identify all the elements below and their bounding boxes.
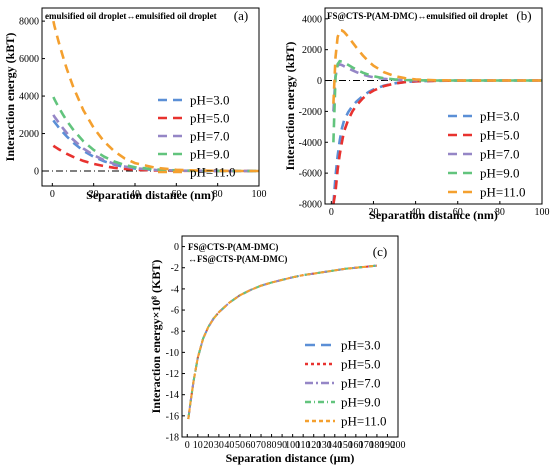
panel-c-xtick-label: 160 [348,440,363,451]
panel-c-ytick-label: -12 [166,369,179,380]
panel-c-xtick-label: 180 [369,440,384,451]
panel-a-xtick-label: 60 [171,189,181,200]
panel-b-ytick-label: 2000 [302,45,322,56]
panel-b-legend-label-2: pH=7.0 [480,147,519,162]
panel-a-x-axis-label: Separation distance (nm) [86,188,215,202]
panel-c-y-axis-label: Interaction energy×10⁸ (KBT) [149,260,163,414]
panel-a-ytick-label: 8000 [19,17,39,28]
panel-c-ytick-label: 0 [174,242,179,253]
panel-a-legend-label-4: pH=11.0 [190,165,236,180]
panel-b-xtick-label: 40 [411,207,421,218]
panel-c-xtick-label: 140 [327,440,342,451]
panel-b-x-axis-label: Separation distance (nm) [369,208,498,222]
panel-b-ytick-label: -4000 [299,138,322,149]
panel-c-xtick-label: 70 [256,440,266,451]
panel-b-title: FS@CTS-P(AM-DMC)↔emulsified oil droplet [327,11,508,21]
panel-c-xtick-label: 50 [235,440,245,451]
panel-a-xtick-label: 100 [252,189,267,200]
panel-a-series-line-1 [52,144,259,173]
panel-a-legend-label-3: pH=9.0 [190,147,229,162]
panel-c-ytick-label: -2 [171,263,179,274]
panel-c-title-line: FS@CTS-P(AM-DMC) [188,242,278,252]
panel-b-plot-frame [324,7,543,205]
panel-c-ytick-label: -10 [166,348,179,359]
panel-a-ytick-label: 2000 [19,129,39,140]
panel-c-xtick-label: 40 [224,440,234,451]
panel-b-xtick-label: 60 [453,207,463,218]
panel-a-legend-label-0: pH=3.0 [190,93,229,108]
panel-a-title: emulsified oil droplet↔emulsified oil dr… [45,11,217,21]
panel-c-xtick-label: 100 [285,440,300,451]
panel-b-legend-label-4: pH=11.0 [480,185,526,200]
panel-c-panel-label: (c) [373,244,387,259]
panel-c-xtick-label: 110 [296,440,311,451]
panel-a-series-line-3 [52,96,259,173]
panel-c-ytick-label: -6 [171,306,179,317]
panel-a-xtick-label: 0 [50,189,55,200]
panel-a-legend-label-2: pH=7.0 [190,129,229,144]
panel-a-series-line-4 [52,20,259,173]
panel-b-legend-label-1: pH=5.0 [480,128,519,143]
panel-b-ytick-label: -6000 [299,169,322,180]
panel-c-xtick-label: 60 [245,440,255,451]
panel-b-legend-label-0: pH=3.0 [480,109,519,124]
panel-c-legend-label-3: pH=9.0 [341,395,380,410]
panel-a-ytick-label: 0 [34,167,39,178]
panel-a-panel-label: (a) [234,8,248,23]
panel-c-xtick-label: 90 [277,440,287,451]
panel-b-xtick-label: 20 [368,207,378,218]
panel-c-xtick-label: 20 [203,440,213,451]
panel-b-xtick-label: 0 [329,207,334,218]
panel-b-xtick-label: 100 [535,207,550,218]
panel-b-series-line-2 [332,62,542,112]
panel-c-xtick-label: 150 [338,440,353,451]
panel-a-xtick-label: 40 [130,189,140,200]
panel-a-plot-frame [41,7,260,187]
panel-c-x-axis-label: Separation distance (μm) [226,451,355,465]
panel-c-legend-label-4: pH=11.0 [341,414,387,429]
panel-a-xtick-label: 80 [213,189,223,200]
panel-c-ytick-label: -16 [166,411,179,422]
panel-a-ytick-label: 4000 [19,92,39,103]
panel-a-ytick-label: 6000 [19,54,39,65]
panel-c-xtick-label: 80 [267,440,277,451]
panel-b-panel-label: (b) [516,8,531,23]
panel-c-xtick-label: 130 [317,440,332,451]
panel-c-series-line-4 [187,264,378,420]
panel-c-legend-label-0: pH=3.0 [341,338,380,353]
panel-a-y-axis-label: Interaction energy (kBT) [3,33,17,162]
panel-c-plot-frame [181,235,399,438]
panel-b-ytick-label: -8000 [299,200,322,211]
panel-c-xtick-label: 0 [185,440,190,451]
panel-c-xtick-label: 30 [214,440,224,451]
panel-b-series-line-3 [332,59,542,143]
panel-c-title-line: ↔FS@CTS-P(AM-DMC) [188,254,287,264]
panel-a-series-line-0 [52,119,259,173]
panel-c-ytick-label: -8 [171,327,179,338]
panel-c-xtick-label: 120 [306,440,321,451]
panel-c-xtick-label: 200 [391,440,406,451]
panel-b-y-axis-label: Interaction energy (kBT) [283,42,297,171]
panel-c-ytick-label: -14 [166,390,179,401]
panel-a-xtick-label: 20 [89,189,99,200]
panel-c-legend-label-1: pH=5.0 [341,357,380,372]
panel-b-legend-label-3: pH=9.0 [480,166,519,181]
panel-a-legend-label-1: pH=5.0 [190,111,229,126]
panel-c-xtick-label: 10 [193,440,203,451]
panel-b-xtick-label: 80 [495,207,505,218]
panel-b-ytick-label: 4000 [302,14,322,25]
panel-c-xtick-label: 190 [380,440,395,451]
panel-b-ytick-label: -2000 [299,107,322,118]
panel-c-xtick-label: 170 [359,440,374,451]
panel-c-legend-label-2: pH=7.0 [341,376,380,391]
panel-b-series-line-4 [332,29,542,104]
panel-c-ytick-label: -18 [166,433,179,444]
panel-b-ytick-label: 0 [317,76,322,87]
panel-c-ytick-label: -4 [171,284,179,295]
